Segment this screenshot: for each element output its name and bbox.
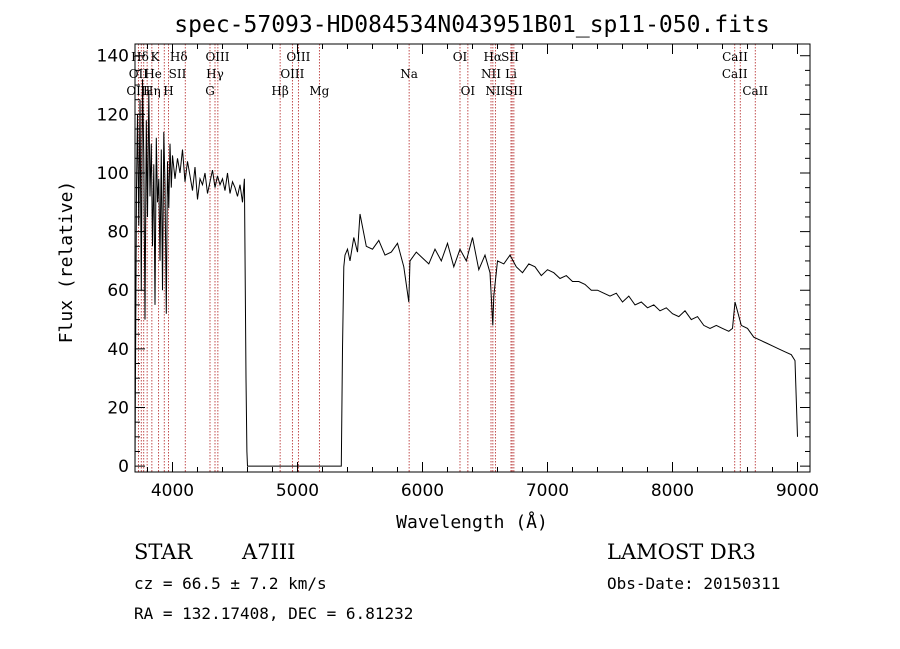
spectral-line-label: Mg: [309, 84, 329, 98]
x-tick-label: 8000: [651, 481, 694, 501]
spectral-line-label: H: [163, 84, 173, 98]
x-axis-ticks: 4000 5000 6000 7000 8000 9000: [147, 44, 819, 501]
spectral-line-label: SII: [505, 84, 523, 98]
spectral-line-label: G: [205, 84, 215, 98]
spectral-line-label: CaII: [722, 67, 748, 81]
x-tick-label: 9000: [776, 481, 819, 501]
spectral-line-label: OIII: [280, 67, 304, 81]
y-tick-label: 140: [97, 47, 129, 67]
spectral-line-label: Hγ: [206, 67, 224, 81]
spectral-line-label: OIII: [126, 84, 150, 98]
spectral-line-label: CaII: [742, 84, 768, 98]
spectral-line-label: OI: [453, 50, 468, 64]
spectral-line-label: SII: [169, 67, 187, 81]
spectral-line-label: Li: [505, 67, 517, 81]
x-tick-label: 4000: [151, 481, 194, 501]
spectral-line-label: NII: [485, 84, 505, 98]
spectral-line-label: OIII: [286, 50, 310, 64]
coordinates: RA = 132.17408, DEC = 6.81232: [134, 604, 414, 623]
y-tick-label: 0: [118, 457, 129, 477]
observation-date: Obs-Date: 20150311: [607, 574, 781, 593]
object-class: STAR: [134, 540, 193, 564]
x-axis-label: Wavelength (Å): [396, 511, 548, 533]
spectral-line-label: CaII: [722, 50, 748, 64]
plot-frame: [134, 43, 811, 473]
spectral-line-label: SII: [501, 50, 519, 64]
x-tick-label: 7000: [526, 481, 569, 501]
x-tick-label: 5000: [276, 481, 319, 501]
spectral-line-label: Hδ: [170, 50, 188, 64]
spectral-line-label: OI: [461, 84, 476, 98]
spectral-line-label: Hδ: [131, 50, 149, 64]
spectral-line-markers: [137, 44, 756, 472]
spectral-line-label: Hη: [143, 84, 161, 98]
y-tick-label: 100: [97, 164, 129, 184]
y-axis-ticks: 0 20 40 60 80 100 120 140: [97, 47, 810, 477]
spectral-line-label: Na: [400, 67, 418, 81]
survey-name: LAMOST DR3: [607, 540, 756, 564]
spectrum-series-line: [134, 79, 798, 467]
spectral-line-label: OIII: [205, 50, 229, 64]
y-axis-label: Flux (relative): [56, 181, 77, 344]
redshift-velocity: cz = 66.5 ± 7.2 km/s: [134, 574, 327, 593]
y-tick-label: 80: [107, 223, 129, 243]
spectral-subclass: A7III: [242, 540, 296, 564]
x-tick-label: 6000: [401, 481, 444, 501]
spectral-line-label: Hα: [483, 50, 502, 64]
chart-title: spec-57093-HD084534N043951B01_sp11-050.f…: [174, 12, 769, 38]
spectral-line-label: OII: [129, 67, 149, 81]
y-tick-label: 60: [107, 281, 129, 301]
spectral-line-label: NII: [481, 67, 501, 81]
y-tick-label: 40: [107, 340, 129, 360]
spectral-line-label: K: [151, 50, 161, 64]
y-tick-label: 120: [97, 105, 129, 125]
spectral-line-label: Hβ: [271, 84, 288, 98]
y-tick-label: 20: [107, 399, 129, 419]
spectral-line-label: He: [144, 67, 162, 81]
